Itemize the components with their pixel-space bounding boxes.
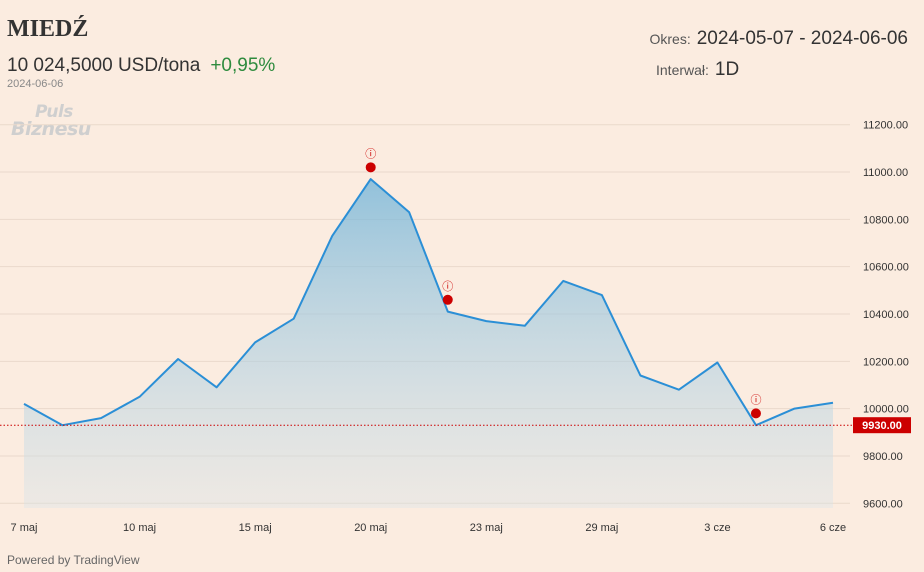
event-marker <box>365 162 376 173</box>
interval-value[interactable]: 1D <box>714 59 740 80</box>
x-tick-label: 29 maj <box>585 522 618 534</box>
quote-date: 2024-06-06 <box>7 78 64 90</box>
y-tick-label: 10600.00 <box>863 262 909 274</box>
info-icon: ⓘ <box>750 393 761 406</box>
x-tick-label: 23 maj <box>470 522 503 534</box>
x-tick-label: 6 cze <box>820 522 846 534</box>
price-line-series <box>23 178 834 427</box>
y-tick-label: 9800.00 <box>863 451 903 463</box>
y-tick-label: 10200.00 <box>863 356 909 368</box>
price-area <box>24 179 833 508</box>
current-price: 10 024,5000 USD/tona <box>7 55 201 76</box>
period-label: Okres: <box>649 31 691 47</box>
interval-selector[interactable]: Interwał: 1D <box>656 59 739 81</box>
y-tick-label: 10400.00 <box>863 309 909 321</box>
period-value[interactable]: 2024-05-07 - 2024-06-06 <box>696 28 908 49</box>
info-icon: ⓘ <box>365 147 376 160</box>
price-change: +0,95% <box>210 55 276 76</box>
last-price-badge <box>853 417 911 434</box>
y-tick-label: 10800.00 <box>863 214 909 226</box>
powered-by-tradingview[interactable]: Powered by TradingView <box>7 553 140 567</box>
period-selector[interactable]: Okres: 2024-05-07 - 2024-06-06 <box>650 28 909 50</box>
last-price-label: 9930.00 <box>862 420 902 432</box>
y-tick-label: 11000.00 <box>863 167 908 179</box>
x-tick-label: 20 maj <box>354 522 387 534</box>
logo-line-1: Puls <box>35 102 73 122</box>
event-marker <box>442 294 453 305</box>
interval-label: Interwał: <box>656 62 709 78</box>
x-tick-label: 7 maj <box>11 522 38 534</box>
event-marker <box>750 408 761 419</box>
x-tick-label: 15 maj <box>239 522 272 534</box>
y-tick-label: 9600.00 <box>863 498 903 510</box>
x-tick-label: 3 cze <box>704 522 730 534</box>
y-tick-label: 11200.00 <box>863 120 908 132</box>
x-tick-label: 10 maj <box>123 522 156 534</box>
instrument-title: MIEDŹ <box>7 16 89 42</box>
price-line: 10 024,5000 USD/tona +0,95% <box>7 55 275 77</box>
info-icon: ⓘ <box>442 280 453 293</box>
y-tick-label: 10000.00 <box>863 404 909 416</box>
